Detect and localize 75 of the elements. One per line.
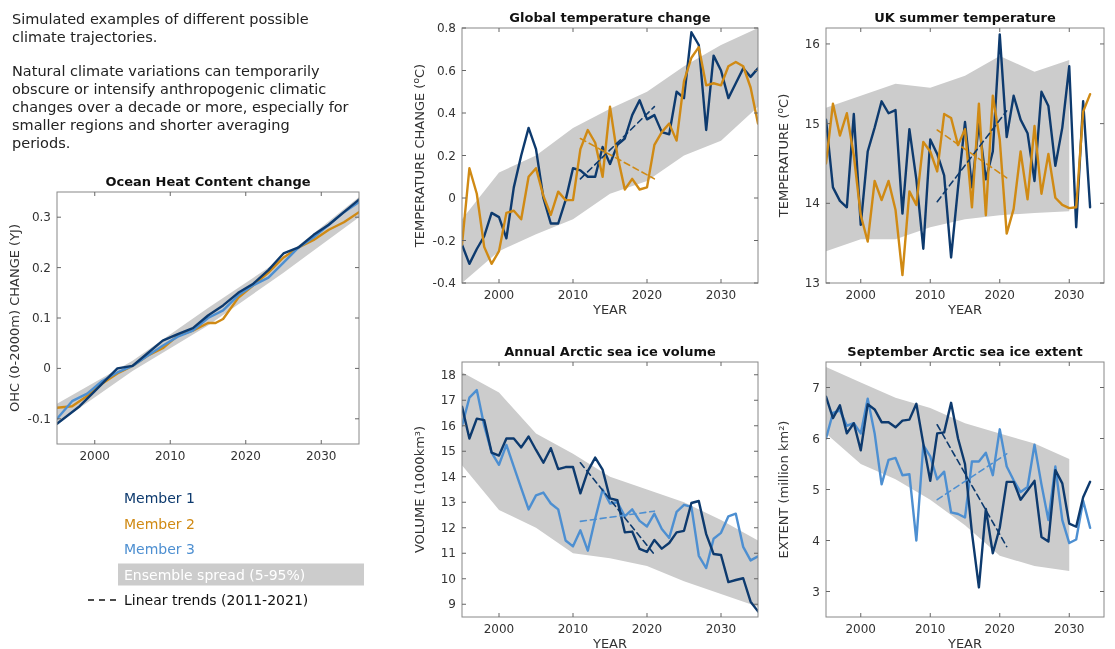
y-tick-label: 17	[440, 393, 456, 408]
y-tick-label: 5	[812, 482, 820, 497]
y-tick-label: -0.2	[432, 233, 456, 248]
line-series	[462, 388, 758, 570]
y-tick-label: 15	[804, 116, 820, 131]
x-tick-label: 2010	[557, 622, 589, 636]
y-tick-label: 14	[804, 196, 820, 211]
y-axis-title: EXTENT (million km²)	[776, 420, 791, 559]
text: Member 2	[124, 515, 195, 532]
x-tick-label: 2000	[79, 449, 111, 463]
x-axis-title: YEAR	[946, 636, 983, 649]
y-axis-title: OHC (0-2000m) CHANGE (YJ)	[7, 223, 22, 413]
x-tick-label: 2000	[845, 622, 877, 636]
text: Simulated examples of different possible climate trajectories.	[12, 11, 309, 45]
x-tick-label: 2010	[154, 449, 186, 463]
y-tick-label: 18	[440, 367, 456, 382]
y-tick-label: 0.8	[436, 21, 456, 35]
y-tick-label: 11	[440, 546, 456, 561]
y-tick-label: 0.1	[31, 311, 51, 325]
x-tick-label: 2010	[914, 622, 946, 636]
y-tick-label: 0	[448, 191, 456, 205]
line-series	[462, 405, 758, 613]
y-tick-label: 0.2	[436, 148, 456, 163]
x-tick-label: 2000	[845, 288, 877, 302]
x-tick-label: 2030	[305, 449, 337, 463]
y-tick-label: 15	[440, 444, 456, 459]
x-tick-label: 2020	[984, 622, 1016, 636]
chart-title: September Arctic sea ice extent	[847, 344, 1083, 359]
line-series	[826, 397, 1092, 545]
x-tick-label: 2020	[984, 288, 1016, 302]
x-tick-label: 2030	[1053, 622, 1085, 636]
y-tick-label: 0.4	[436, 106, 456, 120]
x-tick-label: 2030	[705, 622, 737, 636]
y-tick-label: 16	[440, 418, 456, 433]
y-tick-label: 13	[804, 276, 820, 290]
chart-title: UK summer temperature	[874, 10, 1056, 25]
line-series	[826, 395, 1092, 589]
x-tick-label: 2010	[557, 288, 589, 302]
x-tick-label: 2030	[1053, 288, 1085, 302]
text: Linear trends (2011-2021)	[124, 592, 309, 608]
y-tick-label: 9	[448, 597, 456, 612]
text: Member 1	[124, 490, 195, 506]
text: Natural climate variations can temporarily obscure or intensify anthropogenic climatic changes over a decade or more, especially for smaller regions and shorter averaging periods.	[12, 63, 349, 151]
x-tick-label: 2000	[483, 288, 515, 302]
chart-title: Ocean Heat Content change	[105, 174, 311, 189]
text: Member 3	[124, 541, 195, 557]
x-axis-title: YEAR	[591, 302, 628, 317]
y-axis-title: VOLUME (1000km³)	[412, 425, 427, 554]
y-tick-label: 0.6	[436, 63, 456, 78]
y-tick-label: 4	[812, 533, 820, 548]
x-tick-label: 2020	[631, 622, 663, 636]
y-tick-label: -0.4	[432, 276, 456, 290]
x-tick-label: 2020	[631, 288, 663, 302]
x-tick-label: 2020	[230, 449, 262, 463]
y-tick-label: 10	[440, 571, 456, 586]
x-axis-title: YEAR	[591, 636, 628, 649]
line-series	[826, 92, 1092, 277]
line-series	[826, 33, 1092, 259]
chart-title: Annual Arctic sea ice volume	[504, 344, 716, 359]
y-tick-label: 7	[812, 380, 820, 395]
x-tick-label: 2010	[914, 288, 946, 302]
x-tick-label: 2000	[483, 622, 515, 636]
x-axis-title: YEAR	[946, 302, 983, 317]
y-tick-label: 12	[440, 520, 456, 535]
y-tick-label: 14	[440, 469, 456, 484]
chart-title: Global temperature change	[509, 10, 711, 25]
x-tick-label: 2030	[705, 288, 737, 302]
y-tick-label: 0.3	[31, 210, 51, 225]
y-tick-label: 16	[804, 36, 820, 51]
y-tick-label: 3	[812, 584, 820, 599]
y-tick-label: 0.2	[31, 260, 51, 275]
y-tick-label: 13	[440, 495, 456, 510]
y-tick-label: 0	[43, 361, 51, 376]
y-tick-label: 6	[812, 431, 820, 446]
y-tick-label: -0.1	[27, 411, 51, 426]
